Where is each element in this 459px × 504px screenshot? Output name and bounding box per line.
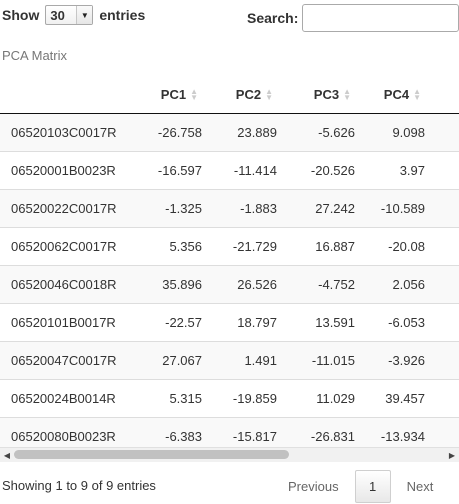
entries-per-page-select[interactable]: 30 ▼ [45, 5, 94, 25]
column-header-pc3[interactable]: PC3 ▲ ▼ [285, 75, 363, 114]
next-button[interactable]: Next [406, 479, 434, 494]
column-header-pc5[interactable]: PC5▲▼ [433, 75, 459, 114]
pc1-cell: 27.067 [142, 341, 210, 380]
pc3-cell: -5.626 [285, 113, 363, 152]
pc3-cell: 27.242 [285, 189, 363, 228]
table-row: 06520024B0014R 5.315 -19.859 11.029 39.4… [0, 379, 459, 418]
page-button-current[interactable]: 1 [354, 470, 391, 503]
sample-name-cell: 06520046C0018R [0, 265, 142, 304]
pc2-cell: -15.817 [210, 417, 285, 447]
chevron-down-icon[interactable]: ▼ [76, 6, 93, 24]
sort-icon: ▲ ▼ [190, 87, 198, 103]
search-control: Search: [247, 3, 459, 33]
previous-button[interactable]: Previous [288, 479, 339, 494]
scrollbar-thumb[interactable] [14, 450, 289, 459]
entries-per-page-value: 30 [50, 7, 65, 23]
table-row: 06520062C0017R 5.356 -21.729 16.887 -20.… [0, 227, 459, 266]
pc4-cell: -20.08 [363, 227, 433, 266]
sample-name-cell: 06520062C0017R [0, 227, 142, 266]
pc2-cell: 18.797 [210, 303, 285, 342]
pc3-cell: 16.887 [285, 227, 363, 266]
sample-name-cell: 06520101B0017R [0, 303, 142, 342]
table-row: 06520022C0017R -1.325 -1.883 27.242 -10.… [0, 189, 459, 228]
pc1-cell: -22.57 [142, 303, 210, 342]
pc3-cell: 13.591 [285, 303, 363, 342]
pc4-cell: 39.457 [363, 379, 433, 418]
table-scroll-area[interactable]: PC1▲▼ PC2▲▼ PC3▲▼ PC4▲▼ PC5▲▼ 06520103C0… [0, 75, 459, 448]
pc2-cell: 1.491 [210, 341, 285, 380]
pca-table: PC1▲▼ PC2▲▼ PC3▲▼ PC4▲▼ PC5▲▼ 06520103C0… [0, 75, 459, 447]
pc3-cell: 11.029 [285, 379, 363, 418]
table-row: 06520101B0017R -22.57 18.797 13.591 -6.0… [0, 303, 459, 342]
table-row: 06520080B0023R -6.383 -15.817 -26.831 -1… [0, 417, 459, 447]
column-header-label: PC3 [313, 86, 340, 102]
sample-name-cell: 06520024B0014R [0, 379, 142, 418]
pc2-cell: -19.859 [210, 379, 285, 418]
sort-icon: ▲ ▼ [343, 87, 351, 103]
pc5-cell: -0.46 [433, 417, 459, 447]
table-caption: PCA Matrix [2, 48, 68, 63]
pc2-cell: -1.883 [210, 189, 285, 228]
scroll-left-icon[interactable]: ◀ [0, 448, 14, 462]
horizontal-scrollbar[interactable]: ◀ ▶ [0, 447, 459, 462]
column-header-name[interactable] [0, 75, 142, 114]
pc4-cell: 9.098 [363, 113, 433, 152]
pc3-cell: -11.015 [285, 341, 363, 380]
sort-icon: ▲ ▼ [265, 87, 273, 103]
pc4-cell: -13.934 [363, 417, 433, 447]
column-header-pc2[interactable]: PC2 ▲ ▼ [210, 75, 285, 114]
length-prefix-label: Show [2, 7, 40, 23]
pc1-cell: -26.758 [142, 113, 210, 152]
sample-name-cell: 06520047C0017R [0, 341, 142, 380]
sort-icon: ▲ ▼ [413, 87, 421, 103]
pc5-cell: -28.37 [433, 189, 459, 228]
column-header-label: PC1 [160, 86, 187, 102]
pc2-cell: 26.526 [210, 265, 285, 304]
pc1-cell: 5.356 [142, 227, 210, 266]
table-row: 06520001B0023R -16.597 -11.414 -20.526 3… [0, 151, 459, 190]
pc4-cell: -6.053 [363, 303, 433, 342]
pc4-cell: -3.926 [363, 341, 433, 380]
sample-name-cell: 06520103C0017R [0, 113, 142, 152]
table-header-row: PC1▲▼ PC2▲▼ PC3▲▼ PC4▲▼ PC5▲▼ [0, 75, 459, 114]
pc1-cell: -6.383 [142, 417, 210, 447]
pc2-cell: -21.729 [210, 227, 285, 266]
pc1-cell: -1.325 [142, 189, 210, 228]
table-row: 06520047C0017R 27.067 1.491 -11.015 -3.9… [0, 341, 459, 380]
pc2-cell: 23.889 [210, 113, 285, 152]
pc4-cell: 2.056 [363, 265, 433, 304]
length-suffix-label: entries [99, 7, 146, 23]
pc3-cell: -20.526 [285, 151, 363, 190]
pc5-cell: 14.99 [433, 341, 459, 380]
table-row: 06520046C0018R 35.896 26.526 -4.752 2.05… [0, 265, 459, 304]
table-info: Showing 1 to 9 of 9 entries [2, 478, 156, 493]
pc3-cell: -4.752 [285, 265, 363, 304]
pc5-cell: 28 [433, 303, 459, 342]
search-input[interactable] [302, 4, 459, 32]
pagination: Previous 1 Next [276, 469, 445, 504]
pc1-cell: 5.315 [142, 379, 210, 418]
pc5-cell: -8.64 [433, 113, 459, 152]
scroll-right-icon[interactable]: ▶ [445, 448, 459, 462]
pc2-cell: -11.414 [210, 151, 285, 190]
sample-name-cell: 06520001B0023R [0, 151, 142, 190]
pc4-cell: 3.97 [363, 151, 433, 190]
column-header-label: PC4 [383, 86, 410, 102]
sample-name-cell: 06520022C0017R [0, 189, 142, 228]
length-control: Show 30 ▼ entries [2, 3, 145, 27]
table-row: 06520103C0017R -26.758 23.889 -5.626 9.0… [0, 113, 459, 152]
pc1-cell: -16.597 [142, 151, 210, 190]
pc3-cell: -26.831 [285, 417, 363, 447]
pc5-cell: -11.67 [433, 151, 459, 190]
pc5-cell: 8.64 [433, 227, 459, 266]
pc4-cell: -10.589 [363, 189, 433, 228]
sample-name-cell: 06520080B0023R [0, 417, 142, 447]
column-header-label: PC2 [235, 86, 262, 102]
column-header-pc4[interactable]: PC4 ▲ ▼ [363, 75, 433, 114]
column-header-pc1[interactable]: PC1 ▲ ▼ [142, 75, 210, 114]
pc5-cell: -8.73 [433, 265, 459, 304]
search-label: Search: [247, 10, 299, 26]
pc1-cell: 35.896 [142, 265, 210, 304]
pc5-cell: 6.06 [433, 379, 459, 418]
